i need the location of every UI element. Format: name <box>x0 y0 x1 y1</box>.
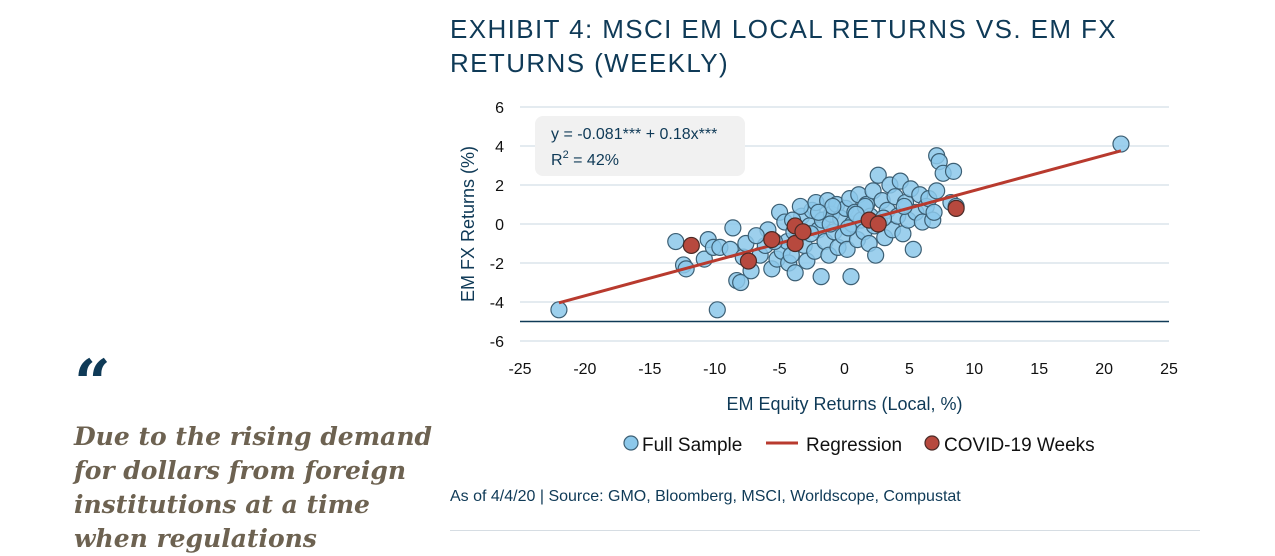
full-sample-point <box>668 234 684 250</box>
full-sample-point <box>843 269 859 285</box>
x-tick-label: -10 <box>703 361 726 378</box>
legend-full-sample-marker <box>624 436 638 450</box>
x-tick-label: 20 <box>1095 361 1113 378</box>
x-tick-label: -15 <box>638 361 661 378</box>
x-tick-label: 15 <box>1030 361 1048 378</box>
covid-week-point <box>683 237 699 253</box>
r-squared-text: R2 = 42% <box>551 149 619 169</box>
covid-week-point <box>764 232 780 248</box>
y-tick-label: -4 <box>490 295 504 312</box>
annotation-box <box>535 116 745 176</box>
x-tick-label: -25 <box>508 361 531 378</box>
full-sample-point <box>1113 136 1129 152</box>
x-axis-ticks: -25 -20 -15 -10 -5 0 5 10 15 20 25 <box>508 361 1178 378</box>
full-sample-point <box>926 204 942 220</box>
covid-week-point <box>740 253 756 269</box>
x-tick-label: 0 <box>840 361 849 378</box>
x-tick-label: 10 <box>965 361 983 378</box>
x-tick-label: 5 <box>905 361 914 378</box>
full-sample-point <box>725 220 741 236</box>
full-sample-point <box>905 241 921 257</box>
x-tick-label: -20 <box>573 361 596 378</box>
x-axis-label: EM Equity Returns (Local, %) <box>726 394 962 414</box>
covid-week-point <box>870 216 886 232</box>
full-sample-point <box>811 204 827 220</box>
legend-covid-marker <box>925 436 939 450</box>
covid-week-point <box>795 224 811 240</box>
y-tick-label: 2 <box>495 178 504 195</box>
legend-regression-label: Regression <box>806 435 902 456</box>
full-sample-point <box>551 302 567 318</box>
x-tick-label: 25 <box>1160 361 1178 378</box>
y-tick-label: -2 <box>490 256 504 273</box>
legend-covid-label: COVID-19 Weeks <box>944 435 1095 456</box>
y-tick-label: 0 <box>495 217 504 234</box>
full-sample-point <box>929 183 945 199</box>
covid-week-point <box>948 200 964 216</box>
y-axis-ticks: -6 -4 -2 0 2 4 6 <box>490 100 504 351</box>
source-note: As of 4/4/20 | Source: GMO, Bloomberg, M… <box>450 488 961 506</box>
y-tick-label: 4 <box>495 139 504 156</box>
full-sample-point <box>787 265 803 281</box>
equation-text: y = -0.081*** + 0.18x*** <box>551 126 717 143</box>
y-tick-label: -6 <box>490 334 504 351</box>
full-sample-point <box>709 302 725 318</box>
legend: Full Sample Regression COVID-19 Weeks <box>624 435 1095 456</box>
full-sample-point <box>813 269 829 285</box>
y-tick-label: 6 <box>495 100 504 117</box>
full-sample-point <box>825 198 841 214</box>
divider <box>450 530 1200 531</box>
x-tick-label: -5 <box>772 361 786 378</box>
y-axis-label: EM FX Returns (%) <box>458 146 478 302</box>
regression-annotation: y = -0.081*** + 0.18x*** R2 = 42% <box>535 116 745 176</box>
full-sample-point <box>748 228 764 244</box>
full-sample-point <box>868 247 884 263</box>
full-sample-point <box>946 163 962 179</box>
legend-full-sample-label: Full Sample <box>642 435 742 456</box>
